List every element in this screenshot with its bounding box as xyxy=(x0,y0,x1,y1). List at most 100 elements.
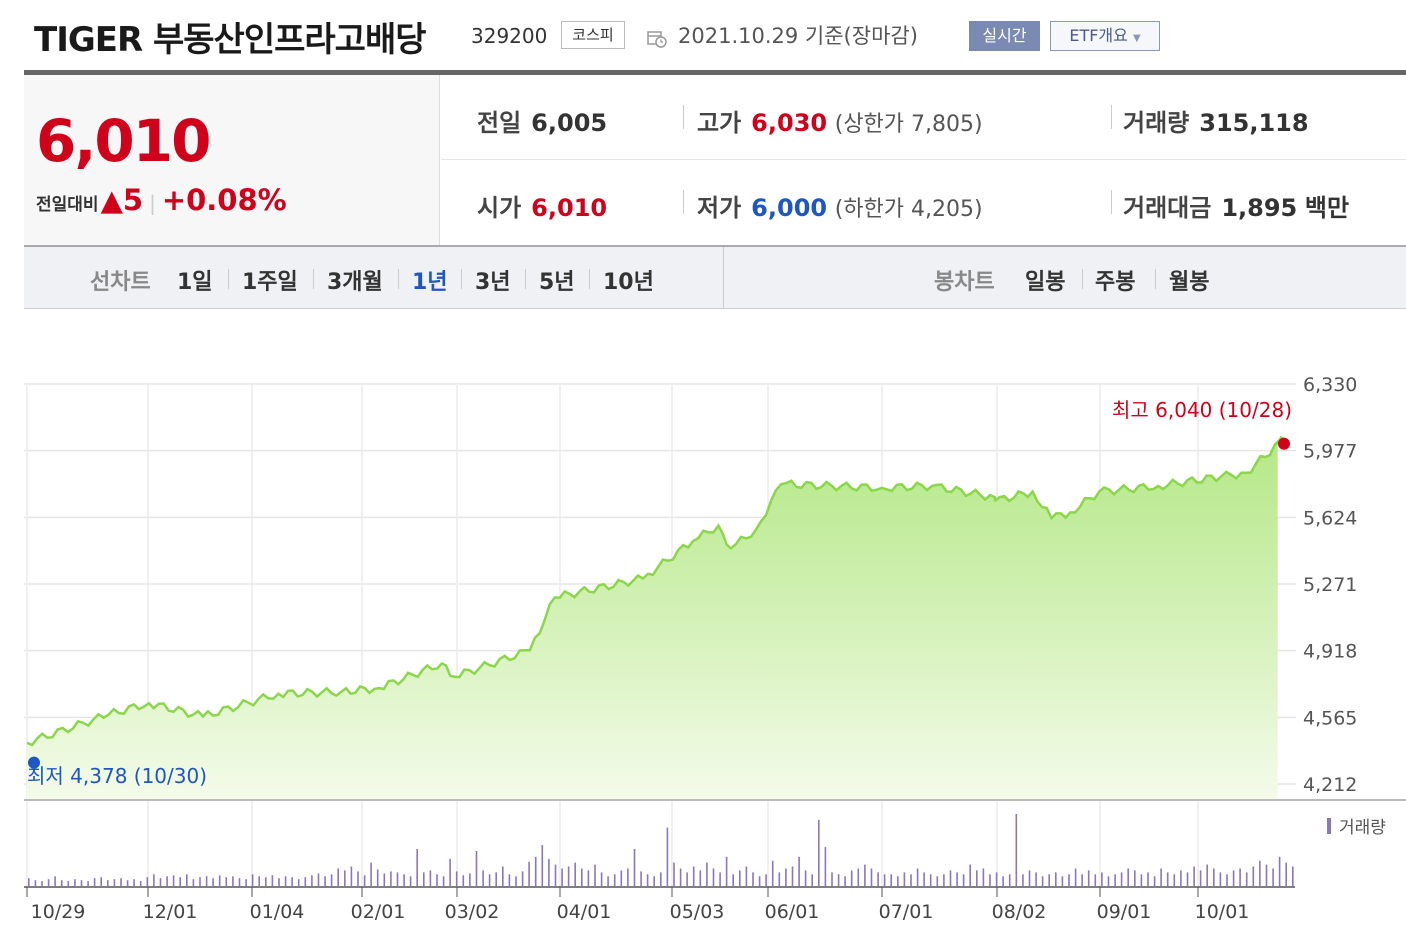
volume-bar xyxy=(679,868,682,886)
volume-bar xyxy=(1292,866,1294,886)
volume-bar xyxy=(1245,872,1248,886)
volume-bar xyxy=(1173,874,1176,886)
stat-prev-close: 전일 6,005 xyxy=(477,109,608,137)
volume-bar xyxy=(739,870,741,886)
volume-bar xyxy=(620,870,623,886)
volume-bar xyxy=(80,880,83,886)
price-chart-svg: 6,330 5,977 5,624 5,271 4,918 4,565 4,212 10/2… xyxy=(24,374,1406,923)
volume-bar xyxy=(245,879,247,886)
volume-bar xyxy=(265,877,267,886)
tab-1year[interactable]: 1년 xyxy=(412,270,448,295)
volume-bar xyxy=(1153,876,1156,886)
volume-bar xyxy=(1180,870,1182,886)
tab-1day[interactable]: 1일 xyxy=(177,270,213,295)
calendar-clock-icon xyxy=(647,31,667,48)
volume-bar xyxy=(324,876,326,886)
volume-bar xyxy=(133,879,135,886)
volume-bar xyxy=(534,856,537,886)
volume-bar xyxy=(304,877,307,886)
volume-bar xyxy=(205,876,208,886)
volume-bar xyxy=(824,847,827,886)
volume-bar xyxy=(541,845,544,886)
volume-bar xyxy=(936,876,939,886)
volume-bar xyxy=(646,874,649,886)
x-tick-label: 10/01 xyxy=(1195,901,1250,923)
volume-bar xyxy=(1074,868,1077,886)
volume-bar xyxy=(47,879,50,886)
volume-bar xyxy=(357,871,359,886)
tab-daily[interactable]: 일봉 xyxy=(1025,270,1066,295)
x-tick-label: 08/02 xyxy=(992,901,1047,923)
volume-bar xyxy=(126,880,129,886)
volume-bar xyxy=(1107,876,1110,886)
tab-10year[interactable]: 10년 xyxy=(603,270,654,295)
y-tick-label: 5,271 xyxy=(1303,574,1357,596)
volume-bar xyxy=(455,871,458,886)
volume-bar xyxy=(1213,868,1215,886)
volume-bar xyxy=(785,868,787,886)
volume-bar xyxy=(1232,870,1235,886)
compare-label: 전일대비 xyxy=(36,195,99,215)
tab-1week[interactable]: 1주일 xyxy=(242,270,298,295)
volume-bar xyxy=(653,876,655,886)
volume-bar xyxy=(692,866,695,886)
max-marker xyxy=(1278,437,1290,450)
volume-bar xyxy=(956,872,958,886)
etf-overview-dropdown[interactable]: ETF개요 ▼ xyxy=(1050,21,1160,51)
tab-3year[interactable]: 3년 xyxy=(475,270,511,295)
volume-bar xyxy=(1022,874,1024,886)
volume-bar xyxy=(1285,862,1287,886)
volume-legend-label: 거래량 xyxy=(1339,818,1386,838)
volume-bar xyxy=(1278,856,1281,886)
volume-bar xyxy=(1134,870,1136,886)
volume-bar xyxy=(890,874,892,886)
volume-bar xyxy=(1252,866,1255,886)
x-tick-label: 05/03 xyxy=(670,901,725,923)
volume-bar xyxy=(1068,874,1070,886)
volume-bar xyxy=(706,862,708,886)
y-tick-label: 6,330 xyxy=(1303,374,1357,396)
volume-bar xyxy=(192,879,195,886)
current-price: 6,010 xyxy=(36,107,211,175)
volume-bar xyxy=(390,871,392,886)
tab-3month[interactable]: 3개월 xyxy=(327,270,383,295)
volume-bar xyxy=(344,870,346,886)
volume-bar xyxy=(1127,868,1129,886)
volume-bar xyxy=(976,870,978,886)
volume-bar xyxy=(864,864,866,886)
min-label: 최저 4,378 (10/30) xyxy=(27,764,207,788)
volume-bar xyxy=(120,878,122,886)
volume-bar xyxy=(798,856,800,886)
stat-open: 시가 6,010 xyxy=(477,194,608,222)
price-line xyxy=(26,436,1289,747)
volume-bar xyxy=(291,877,293,886)
volume-bar xyxy=(87,881,89,886)
volume-bar xyxy=(673,862,675,886)
volume-bar xyxy=(1193,866,1195,886)
volume-bar xyxy=(1259,860,1261,886)
volume-bar xyxy=(153,874,155,886)
volume-bar xyxy=(482,870,484,886)
tab-weekly[interactable]: 주봉 xyxy=(1095,270,1136,295)
volume-bar xyxy=(1061,876,1064,886)
price-chart[interactable]: 6,330 5,977 5,624 5,271 4,918 4,565 4,212 10/2… xyxy=(0,309,1406,930)
tab-5year[interactable]: 5년 xyxy=(539,270,575,295)
volume-bar xyxy=(179,877,181,886)
stat-high: 고가 6,030 (상한가 7,805) xyxy=(697,109,983,137)
y-tick-label: 4,565 xyxy=(1303,707,1357,729)
stock-name: TIGER 부동산인프라고배당 xyxy=(34,20,427,60)
volume-bar xyxy=(633,849,636,886)
volume-bar xyxy=(982,868,985,886)
volume-bar xyxy=(297,879,300,886)
volume-bar xyxy=(1140,874,1143,886)
x-tick-label: 10/29 xyxy=(31,901,86,923)
volume-bar xyxy=(515,876,517,886)
y-tick-label: 4,212 xyxy=(1303,774,1357,796)
volume-bar xyxy=(554,864,557,886)
realtime-button[interactable]: 실시간 xyxy=(969,21,1040,51)
x-tick-label: 02/01 xyxy=(351,901,406,923)
x-tick-label: 06/01 xyxy=(765,901,820,923)
volume-bar xyxy=(238,878,241,886)
volume-bar xyxy=(54,876,56,886)
tab-monthly[interactable]: 월봉 xyxy=(1169,270,1210,295)
